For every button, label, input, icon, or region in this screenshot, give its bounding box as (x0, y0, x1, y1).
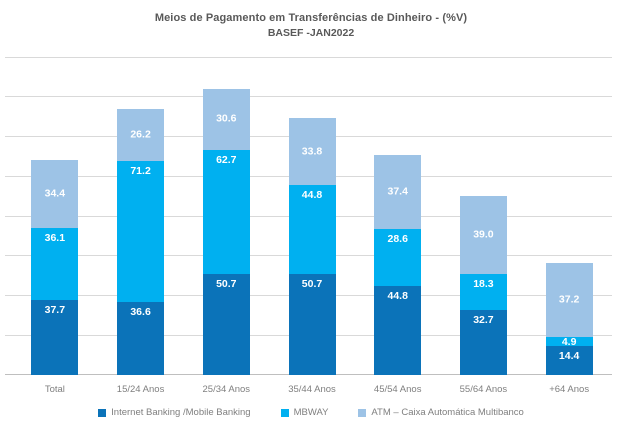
bar-segment: 37.4 (374, 154, 422, 230)
bar-segment: 32.7 (459, 310, 507, 375)
bar-segment: 37.7 (31, 300, 79, 375)
legend-swatch-icon (280, 408, 289, 417)
x-axis-category-labels: Total 15/24 Anos 25/34 Anos 35/44 Anos 45/54… (12, 384, 612, 398)
legend-item: ATM – Caixa Automática Multibanco (358, 407, 524, 418)
value-label: 37.7 (44, 304, 66, 317)
bar-segment: 62.7 (202, 149, 250, 275)
gridline (12, 96, 612, 98)
bar-segment: 36.6 (117, 302, 165, 375)
legend-label: ATM – Caixa Automática Multibanco (371, 407, 524, 418)
legend-label: MBWAY (293, 407, 329, 418)
value-label: 44.8 (301, 189, 323, 202)
gridline (12, 56, 612, 58)
y-axis-tick (5, 56, 12, 58)
y-axis-tick (5, 136, 12, 137)
y-axis-tick (5, 96, 12, 98)
value-label: 30.6 (216, 112, 237, 125)
value-label: 37.4 (387, 185, 408, 198)
y-axis-tick (5, 334, 12, 336)
value-label: 33.8 (301, 145, 323, 158)
value-label: 36.1 (44, 232, 66, 245)
bar-segment: 44.8 (288, 185, 336, 275)
value-label: 71.2 (130, 164, 151, 177)
value-label: 34.4 (44, 187, 66, 200)
value-label: 32.7 (473, 314, 494, 327)
plot-area: 37.7 36.1 34.4 36.6 71.2 26.2 50.7 62.7 30.6 50.7… (5, 56, 612, 375)
bar-segment: 4.9 (545, 335, 593, 348)
bar-segment: 30.6 (202, 88, 250, 150)
bar-segment: 34.4 (31, 159, 79, 229)
value-label: 50.7 (301, 278, 323, 291)
bar-segment: 36.1 (31, 228, 79, 301)
value-label: 39.0 (473, 228, 494, 241)
y-axis-tick (5, 215, 12, 217)
bar-segment: 33.8 (288, 118, 336, 186)
bar-segment: 50.7 (288, 274, 336, 375)
value-label: 62.7 (216, 153, 237, 166)
bar-segment: 14.4 (545, 346, 593, 375)
legend-swatch-icon (358, 408, 367, 417)
bar-segment: 18.3 (459, 273, 507, 311)
bar-segment: 26.2 (117, 108, 165, 161)
category-label: +64 Anos (549, 384, 590, 395)
value-label: 18.3 (473, 277, 494, 290)
category-label: Total (44, 384, 65, 395)
y-axis-tick (5, 255, 12, 257)
chart-subtitle: BASEF -JAN2022 (267, 27, 355, 39)
category-label: 25/34 Anos (202, 384, 251, 395)
bar-segment: 71.2 (117, 160, 165, 303)
category-label: 55/64 Anos (459, 384, 508, 395)
value-label: 4.9 (561, 335, 577, 348)
legend-label: Internet Banking /Mobile Banking (111, 407, 251, 418)
legend-item: Internet Banking /Mobile Banking (98, 407, 251, 418)
value-label: 14.4 (558, 350, 580, 363)
bar-segment: 28.6 (374, 229, 422, 286)
legend-swatch-icon (98, 408, 107, 417)
category-label: 35/44 Anos (288, 384, 336, 395)
value-label: 44.8 (387, 289, 408, 302)
value-label: 28.6 (387, 233, 408, 246)
bar-segment: 39.0 (459, 196, 507, 274)
value-label: 50.7 (216, 278, 237, 291)
category-label: 45/54 Anos (373, 384, 422, 395)
y-axis-tick (5, 175, 12, 177)
value-label: 26.2 (130, 128, 151, 141)
y-axis-tick (5, 295, 12, 296)
bar-segment: 37.2 (545, 262, 593, 337)
legend-item: MBWAY (280, 407, 329, 418)
bar-segment: 50.7 (202, 274, 250, 375)
chart-legend: Internet Banking /Mobile Banking MBWAY ATM… (0, 407, 622, 418)
value-label: 36.6 (130, 306, 151, 319)
value-label: 37.2 (558, 293, 580, 306)
category-label: 15/24 Anos (116, 384, 165, 395)
bar-segment: 44.8 (374, 285, 422, 375)
chart-title: Meios de Pagamento em Transferências de … (154, 12, 468, 24)
